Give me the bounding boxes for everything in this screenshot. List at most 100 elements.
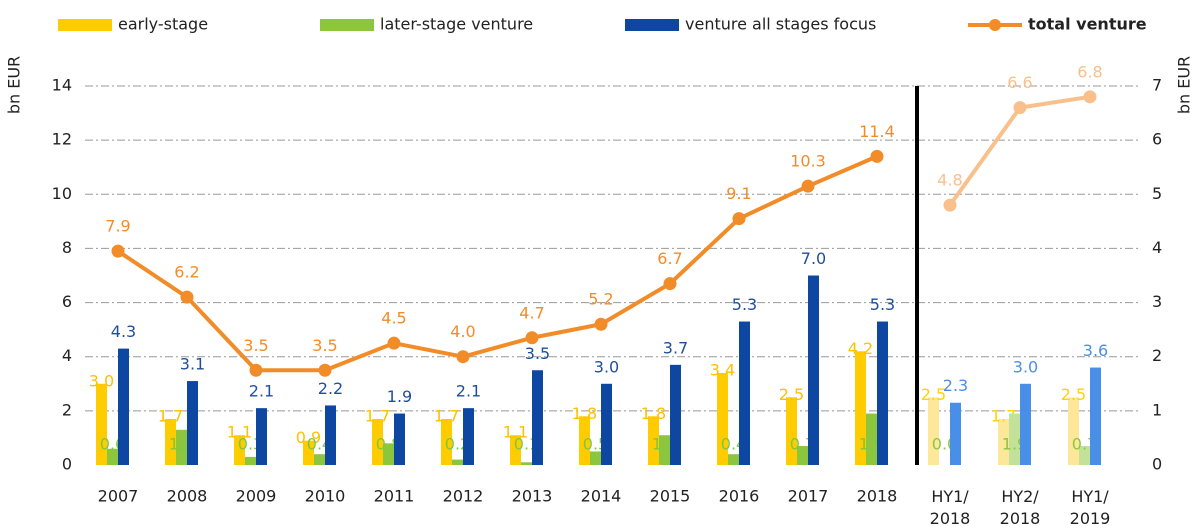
value-label: 4.3	[111, 322, 136, 341]
bar	[303, 440, 314, 465]
value-label: 6.8	[1077, 62, 1102, 81]
marker	[663, 277, 677, 291]
y2-tick-label: 3	[1152, 292, 1162, 311]
bar	[579, 416, 590, 465]
bar	[797, 446, 808, 465]
value-label: 3.1	[180, 355, 205, 374]
bar	[521, 462, 532, 465]
y-axis-label: bn EUR	[5, 56, 24, 114]
bar	[866, 413, 877, 465]
bar	[176, 429, 187, 465]
x-tick-label: 2015	[650, 487, 691, 506]
value-label: 4.0	[450, 322, 475, 341]
y-tick-label: 6	[62, 292, 72, 311]
y2-tick-label: 1	[1152, 400, 1162, 419]
x-tick-label: HY2/2018	[1000, 487, 1041, 526]
bar	[786, 397, 797, 465]
value-label: 3.7	[663, 338, 688, 357]
y2-tick-label: 2	[1152, 346, 1162, 365]
y-tick-label: 14	[52, 76, 72, 95]
bar	[1079, 446, 1090, 465]
legend-swatch	[989, 19, 1001, 31]
value-label: 1.7	[434, 406, 459, 425]
marker	[180, 290, 194, 304]
marker	[870, 149, 884, 163]
value-label: 3.6	[1083, 341, 1108, 360]
legend-label: early-stage	[118, 15, 208, 34]
bar	[234, 435, 245, 465]
bar	[950, 402, 961, 465]
bar	[532, 370, 543, 465]
value-label: 1.7	[158, 406, 183, 425]
value-label: 6.7	[657, 249, 682, 268]
bar	[96, 383, 107, 465]
x-tick-label: 2014	[581, 487, 622, 506]
marker	[387, 336, 401, 350]
marker	[732, 212, 746, 226]
x-tick-label: 2009	[236, 487, 277, 506]
bar	[187, 381, 198, 465]
y2-tick-label: 6	[1152, 130, 1162, 149]
value-label: 1.1	[503, 423, 528, 442]
y-tick-label: 10	[52, 184, 72, 203]
bar	[739, 321, 750, 465]
y2-axis-label: bn EUR	[1175, 56, 1194, 114]
legend-label: total venture	[1028, 15, 1147, 34]
x-tick-label: 2017	[788, 487, 829, 506]
value-label: 1.9	[387, 387, 412, 406]
marker	[525, 331, 539, 345]
legend-swatch	[625, 19, 679, 31]
y-tick-label: 8	[62, 238, 72, 257]
value-label: 2.1	[249, 382, 274, 401]
bar	[590, 451, 601, 465]
legend-swatch	[320, 19, 374, 31]
value-label: 7.9	[105, 217, 130, 236]
value-label: 1.8	[572, 404, 597, 423]
value-label: 3.5	[525, 344, 550, 363]
value-label: 9.1	[726, 184, 751, 203]
value-label: 3.0	[89, 371, 114, 390]
marker	[111, 244, 125, 258]
x-tick-label: 2007	[98, 487, 139, 506]
separator	[915, 86, 919, 465]
value-label: 3.0	[594, 357, 619, 376]
value-label: 2.5	[1061, 385, 1086, 404]
value-label: 2.1	[456, 382, 481, 401]
value-label: 3.4	[710, 360, 735, 379]
legend-label: venture all stages focus	[685, 15, 876, 34]
bar	[118, 348, 129, 465]
legend-swatch	[58, 19, 112, 31]
bar	[383, 443, 394, 465]
x-tick-label: 2011	[374, 487, 415, 506]
value-label: 11.4	[859, 122, 895, 141]
y-tick-label: 2	[62, 400, 72, 419]
y2-tick-label: 4	[1152, 238, 1162, 257]
value-label: 6.6	[1007, 73, 1032, 92]
bar	[510, 435, 521, 465]
value-label: 4.7	[519, 303, 544, 322]
value-label: 0.9	[296, 428, 321, 447]
bar	[452, 459, 463, 465]
value-label: 2.5	[779, 385, 804, 404]
x-tick-label: 2013	[512, 487, 553, 506]
bar	[855, 351, 866, 465]
value-label: 4.8	[937, 171, 962, 190]
legend-label: later-stage venture	[380, 15, 533, 34]
x-tick-label: HY1/2019	[1070, 487, 1111, 526]
marker	[943, 198, 957, 212]
x-tick-label: 2008	[167, 487, 208, 506]
y2-tick-label: 5	[1152, 184, 1162, 203]
bar	[256, 408, 267, 465]
value-label: 6.2	[174, 263, 199, 282]
bar	[314, 454, 325, 465]
marker	[1013, 101, 1027, 115]
value-label: 4.5	[381, 309, 406, 328]
line	[116, 154, 878, 373]
y2-tick-label: 0	[1152, 455, 1162, 474]
bar	[601, 383, 612, 465]
x-tick-label: 2010	[305, 487, 346, 506]
bar	[1020, 383, 1031, 465]
bar	[808, 275, 819, 465]
value-label: 3.5	[312, 336, 337, 355]
